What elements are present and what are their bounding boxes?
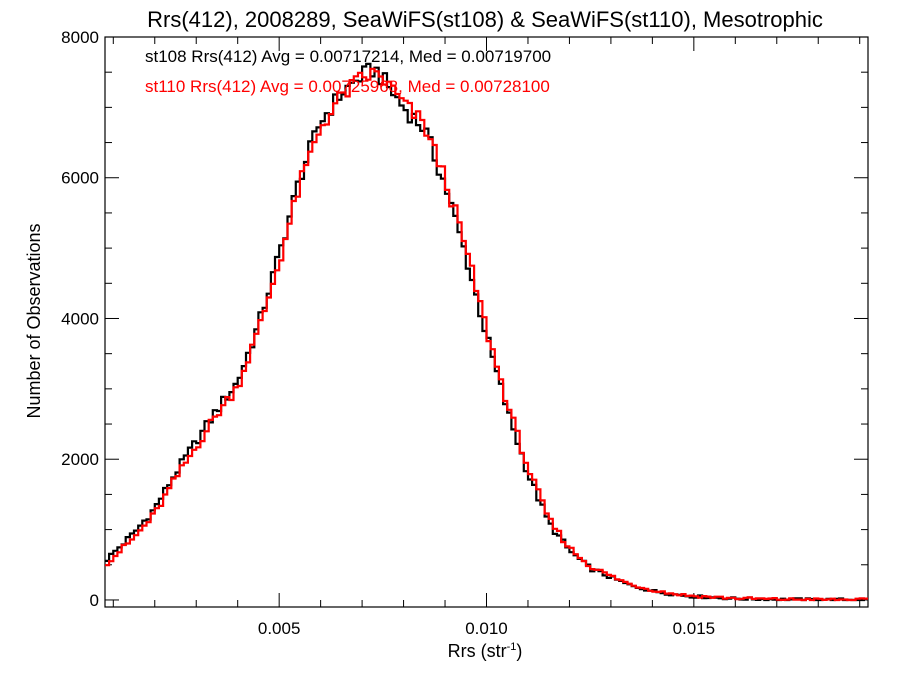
x-axis-title-superscript: -1 (507, 641, 517, 653)
y-axis-ticks: 0 2000 4000 6000 8000 (61, 28, 868, 610)
x-tick-label: 0.010 (465, 619, 508, 638)
annotation-st110: st110 Rrs(412) Avg = 0.00725968, Med = 0… (145, 77, 550, 96)
y-tick-label: 2000 (61, 450, 99, 469)
y-tick-label: 0 (90, 591, 99, 610)
x-axis-title: Rrs (str-1) (448, 641, 523, 661)
x-tick-label: 0.015 (673, 619, 716, 638)
x-tick-label: 0.005 (258, 619, 301, 638)
x-axis-title-main: Rrs (str (448, 641, 507, 661)
series-line-st110 (105, 67, 868, 602)
chart-title: Rrs(412), 2008289, SeaWiFS(st108) & SeaW… (147, 7, 823, 32)
x-axis-title-tail: ) (516, 641, 522, 661)
y-tick-label: 8000 (61, 28, 99, 47)
x-axis-ticks: 0.005 0.010 0.015 (112, 37, 861, 638)
y-tick-label: 4000 (61, 309, 99, 328)
y-axis-title: Number of Observations (24, 223, 44, 418)
annotation-st108: st108 Rrs(412) Avg = 0.00717214, Med = 0… (145, 47, 551, 66)
series-layer (105, 62, 868, 602)
y-tick-label: 6000 (61, 169, 99, 188)
